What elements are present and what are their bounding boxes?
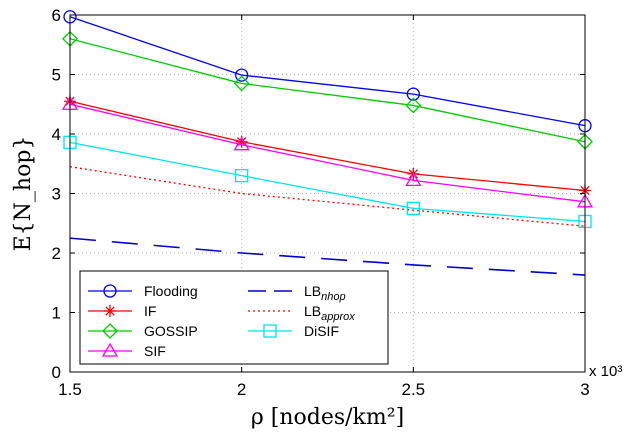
legend-entry: IF (88, 303, 156, 319)
legend-label: IF (144, 303, 156, 319)
y-tick-label: 6 (52, 6, 61, 25)
y-tick-label: 0 (52, 363, 61, 382)
series-line (69, 166, 586, 227)
y-tick-label: 2 (52, 244, 61, 263)
series-if (64, 95, 591, 197)
x-tick-label: 3 (580, 380, 589, 399)
data-point (233, 75, 250, 92)
y-tick-label: 3 (52, 185, 61, 204)
series-disif (63, 135, 592, 229)
tick-labels: 1.5 2 2.5 3 0 1 2 3 4 5 6 (52, 6, 590, 399)
data-point (406, 87, 420, 101)
series-line (69, 38, 586, 143)
series-line (69, 100, 586, 192)
legend-label: LBapprox (304, 303, 355, 323)
legend-box (79, 270, 389, 365)
legend-marker (104, 305, 116, 317)
y-axis-label: E{N_hop} (11, 136, 36, 252)
series-line (69, 103, 586, 203)
data-point (405, 97, 422, 114)
y-tick-label: 4 (52, 125, 61, 144)
data-point (233, 136, 250, 151)
x-tick-label: 2.5 (402, 380, 426, 399)
legend-marker (101, 342, 119, 357)
legend-label: GOSSIP (144, 323, 198, 339)
y-tick-label: 5 (52, 66, 61, 85)
legend-label: DiSIF (304, 323, 339, 339)
legend-marker (103, 284, 117, 298)
legend-entry: LBapprox (248, 303, 355, 323)
data-point (406, 201, 420, 216)
legend-label: SIF (144, 343, 166, 359)
series-lb-nhop (69, 237, 586, 276)
data-series (61, 10, 594, 276)
legend-marker (102, 323, 118, 339)
legend-entry: GOSSIP (88, 323, 198, 339)
legend-entry: LBnhop (248, 283, 346, 303)
legend-entry: SIF (88, 342, 166, 359)
y-tick-label: 1 (52, 304, 61, 323)
legend-entry: DiSIF (248, 323, 339, 339)
series-sif (61, 95, 594, 208)
axis-ticks (69, 14, 586, 373)
legend-marker (263, 324, 277, 338)
series-line (69, 141, 586, 223)
series-lb-approx (69, 166, 586, 227)
legend-entry: Flooding (88, 283, 198, 299)
x-tick-label: 2 (237, 380, 246, 399)
data-point (235, 135, 248, 148)
data-point (235, 68, 249, 82)
legend-label: LBnhop (304, 283, 346, 303)
data-point (235, 168, 249, 183)
series-line (69, 16, 586, 127)
x-axis-label: ρ [nodes/km²] (251, 405, 404, 430)
series-flooding (63, 10, 592, 133)
x-axis-multiplier: x 10³ (589, 363, 622, 380)
data-point (405, 172, 422, 187)
series-line (69, 237, 586, 276)
x-tick-label: 1.5 (58, 380, 82, 399)
series-gossip (62, 30, 593, 150)
legend-label: Flooding (144, 283, 198, 299)
